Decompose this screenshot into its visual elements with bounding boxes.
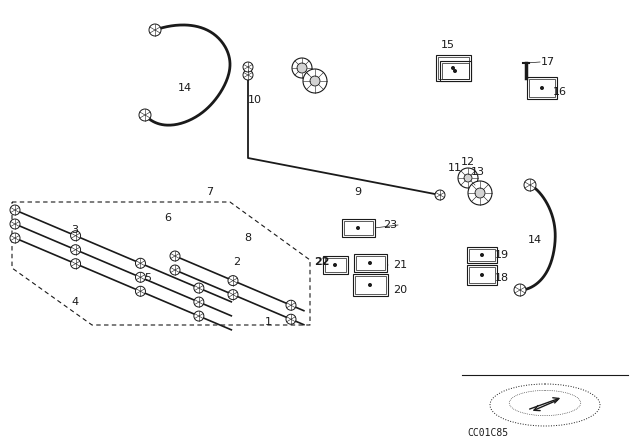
Circle shape [464, 174, 472, 182]
Circle shape [194, 311, 204, 321]
Text: 21: 21 [393, 260, 407, 270]
Circle shape [170, 265, 180, 275]
Bar [442, 63, 468, 79]
Circle shape [70, 231, 81, 241]
Circle shape [10, 233, 20, 243]
Circle shape [524, 179, 536, 191]
Circle shape [356, 226, 360, 230]
Circle shape [136, 286, 145, 296]
Text: 8: 8 [244, 233, 252, 243]
Circle shape [70, 245, 81, 255]
Circle shape [228, 289, 238, 300]
Text: 9: 9 [355, 187, 362, 197]
Bar [323, 256, 348, 274]
Circle shape [149, 24, 161, 36]
Text: 6: 6 [164, 213, 172, 223]
Bar [467, 265, 497, 285]
Circle shape [10, 205, 20, 215]
Bar [353, 254, 387, 272]
Text: 10: 10 [248, 95, 262, 105]
Circle shape [475, 188, 485, 198]
Text: 2: 2 [234, 257, 241, 267]
Text: 14: 14 [178, 83, 192, 93]
Circle shape [368, 283, 372, 287]
Bar [355, 256, 385, 270]
Text: 7: 7 [207, 187, 214, 197]
Text: 12: 12 [461, 157, 475, 167]
Bar [529, 79, 555, 97]
Text: 1: 1 [264, 317, 271, 327]
Text: 3: 3 [72, 225, 79, 235]
Bar [353, 274, 387, 296]
Circle shape [194, 297, 204, 307]
Bar [527, 77, 557, 99]
Bar [324, 258, 346, 272]
Circle shape [243, 62, 253, 72]
Bar [344, 221, 372, 235]
Bar [355, 276, 385, 294]
Circle shape [540, 86, 544, 90]
Bar [469, 249, 495, 261]
Bar [438, 57, 468, 79]
Bar [435, 55, 470, 81]
Circle shape [310, 76, 320, 86]
Circle shape [514, 284, 526, 296]
Circle shape [292, 58, 312, 78]
Circle shape [333, 263, 337, 267]
Circle shape [480, 253, 484, 257]
Bar [467, 247, 497, 263]
Text: 4: 4 [72, 297, 79, 307]
Bar [440, 61, 470, 81]
Text: 15: 15 [441, 40, 455, 50]
Circle shape [451, 66, 455, 70]
Circle shape [70, 258, 81, 269]
Circle shape [468, 181, 492, 205]
Bar [469, 267, 495, 283]
Circle shape [136, 272, 145, 282]
Circle shape [286, 314, 296, 324]
Circle shape [228, 276, 238, 286]
Circle shape [286, 300, 296, 310]
Circle shape [297, 63, 307, 73]
Circle shape [243, 70, 253, 80]
Circle shape [136, 258, 145, 268]
Circle shape [170, 251, 180, 261]
Circle shape [480, 273, 484, 277]
Text: 16: 16 [553, 87, 567, 97]
Bar [342, 219, 374, 237]
Text: 23: 23 [383, 220, 397, 230]
Circle shape [194, 283, 204, 293]
Text: 18: 18 [495, 273, 509, 283]
Text: 19: 19 [495, 250, 509, 260]
Circle shape [458, 168, 478, 188]
Circle shape [453, 69, 457, 73]
Text: 5: 5 [145, 273, 152, 283]
Text: 14: 14 [528, 235, 542, 245]
Circle shape [139, 109, 151, 121]
Circle shape [368, 261, 372, 265]
Text: 22: 22 [314, 257, 330, 267]
Text: 17: 17 [541, 57, 555, 67]
Text: 13: 13 [471, 167, 485, 177]
Circle shape [303, 69, 327, 93]
Text: CC01C85: CC01C85 [467, 428, 508, 438]
Text: 20: 20 [393, 285, 407, 295]
Text: 11: 11 [448, 163, 462, 173]
Circle shape [10, 219, 20, 229]
Circle shape [435, 190, 445, 200]
